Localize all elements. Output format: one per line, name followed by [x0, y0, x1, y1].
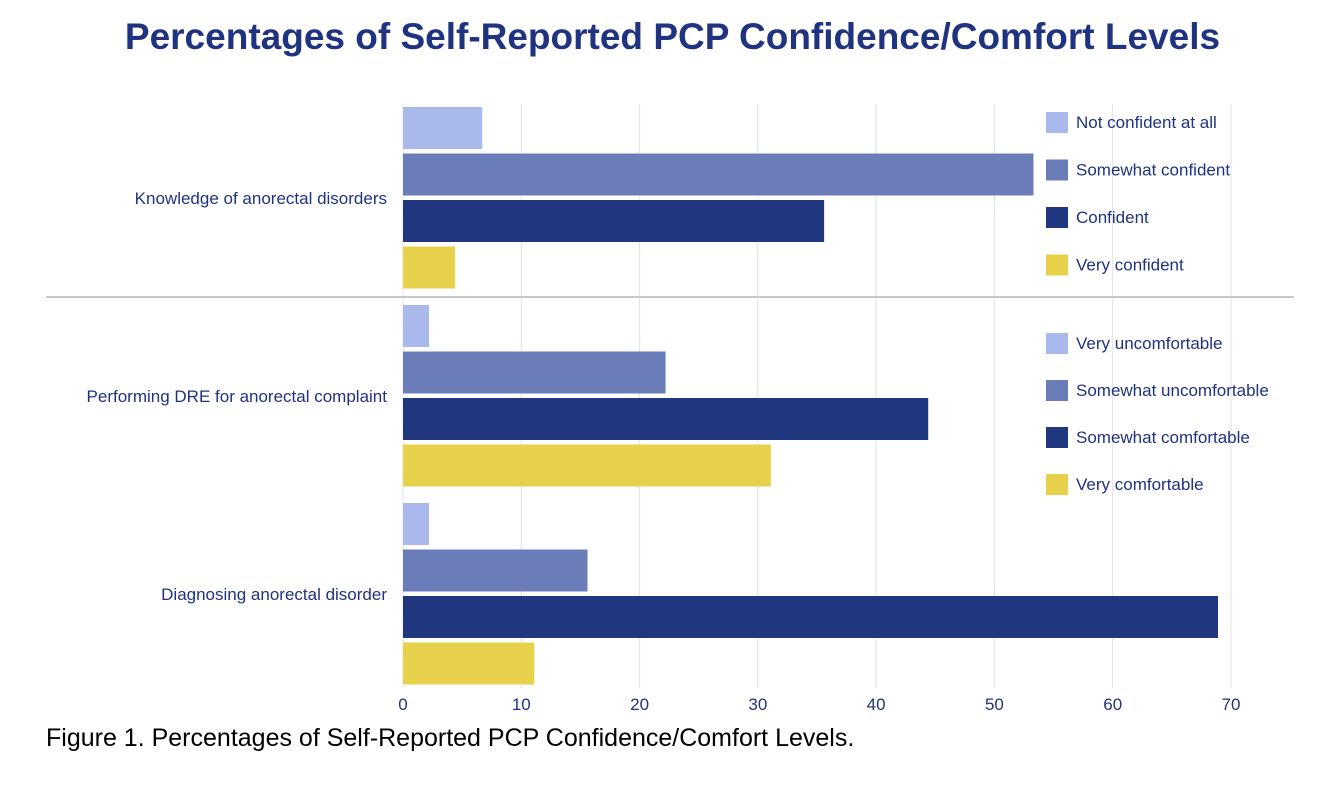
bar [403, 398, 929, 440]
legend-label: Somewhat uncomfortable [1076, 381, 1269, 400]
legend-label: Somewhat comfortable [1076, 428, 1250, 447]
bar [403, 444, 771, 487]
legend-label: Confident [1076, 208, 1149, 227]
x-tick-label: 20 [630, 695, 649, 714]
x-tick-label: 70 [1222, 695, 1241, 714]
bars [403, 107, 1218, 685]
legend-label: Somewhat confident [1076, 161, 1230, 180]
legend-swatch [1046, 159, 1068, 181]
bar [403, 153, 1034, 196]
legend-label: Very uncomfortable [1076, 334, 1222, 353]
category-label: Knowledge of anorectal disorders [135, 189, 387, 208]
bar [403, 200, 825, 242]
category-label: Performing DRE for anorectal complaint [87, 387, 388, 406]
bar [403, 642, 535, 685]
bar [403, 107, 483, 149]
category-labels: Knowledge of anorectal disorders Performi… [87, 189, 388, 604]
chart: Knowledge of anorectal disorders Performi… [46, 104, 1294, 714]
category-label: Diagnosing anorectal disorder [161, 585, 387, 604]
bar [403, 305, 430, 347]
legend-swatch [1046, 474, 1068, 495]
x-tick-label: 30 [748, 695, 767, 714]
legend-swatch [1046, 207, 1068, 228]
bar [403, 503, 430, 545]
bar [403, 549, 588, 592]
legend-swatch [1046, 427, 1068, 448]
legend-label: Very comfortable [1076, 475, 1204, 494]
legends: Not confident at all Somewhat confident Co… [1046, 112, 1269, 495]
chart-title: Percentages of Self-Reported PCP Confide… [124, 16, 1221, 57]
bar [403, 351, 666, 394]
legend-swatch [1046, 333, 1068, 354]
legend-swatch [1046, 254, 1068, 276]
figure-caption: Figure 1. Percentages of Self-Reported P… [46, 724, 855, 752]
legend-swatch [1046, 380, 1068, 401]
legend-label: Very confident [1076, 256, 1184, 275]
legend-label: Not confident at all [1076, 113, 1217, 132]
x-tick-label: 50 [985, 695, 1004, 714]
bar [403, 246, 456, 289]
x-tick-label: 10 [512, 695, 531, 714]
x-tick-label: 0 [398, 695, 407, 714]
x-axis-ticks: 0 10 20 30 40 50 60 70 [398, 695, 1240, 714]
legend-swatch [1046, 112, 1068, 133]
x-tick-label: 60 [1103, 695, 1122, 714]
bar [403, 596, 1218, 638]
x-tick-label: 40 [867, 695, 886, 714]
